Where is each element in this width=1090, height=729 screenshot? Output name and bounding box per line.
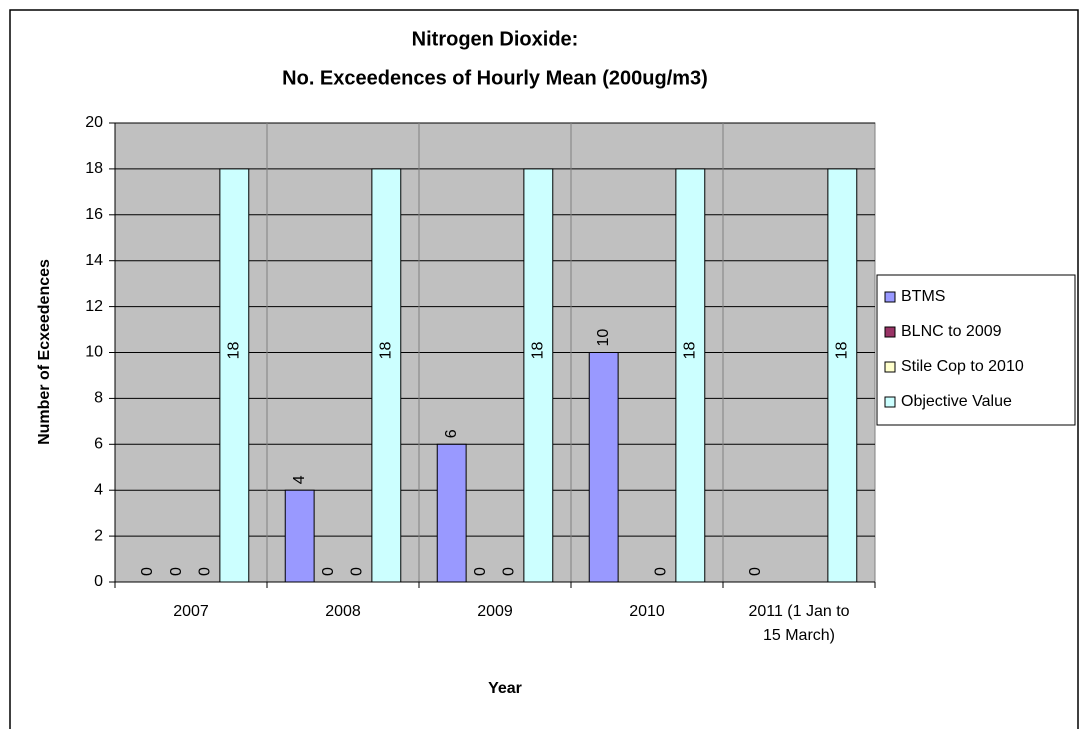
data-label: 0 <box>653 567 670 576</box>
data-label: 0 <box>139 567 156 576</box>
legend <box>876 274 1076 426</box>
legend-label: Objective Value <box>901 393 1012 410</box>
bar <box>219 168 250 583</box>
x-tick-label: 2008 <box>325 603 361 620</box>
x-axis-label: Year <box>488 680 522 697</box>
x-tick-label: 2010 <box>629 603 665 620</box>
data-label: 0 <box>747 567 764 576</box>
legend-swatch <box>884 396 896 408</box>
data-label: 4 <box>291 475 308 484</box>
y-tick-label: 16 <box>85 206 103 223</box>
x-tick-label: 2009 <box>477 603 513 620</box>
data-label: 18 <box>226 341 243 359</box>
y-tick-label: 20 <box>85 114 103 131</box>
data-label: 0 <box>168 567 185 576</box>
y-axis-label: Number of Ecxeedences <box>36 259 53 445</box>
data-label: 18 <box>530 341 547 359</box>
bar <box>284 489 315 583</box>
data-label: 0 <box>501 567 518 576</box>
legend-label: BTMS <box>901 288 945 305</box>
chart-title: No. Exceedences of Hourly Mean (200ug/m3… <box>282 67 708 89</box>
chart-title: Nitrogen Dioxide: <box>412 28 579 50</box>
bar <box>588 352 619 583</box>
data-label: 0 <box>349 567 366 576</box>
legend-label: Stile Cop to 2010 <box>901 358 1024 375</box>
y-tick-label: 14 <box>85 252 103 269</box>
bar <box>371 168 402 583</box>
data-label: 6 <box>443 429 460 438</box>
data-label: 10 <box>595 329 612 347</box>
y-tick-label: 8 <box>94 390 103 407</box>
bar <box>827 168 858 583</box>
y-tick-label: 10 <box>85 344 103 361</box>
y-tick-label: 4 <box>94 481 103 498</box>
y-tick-label: 0 <box>94 573 103 590</box>
data-label: 18 <box>378 341 395 359</box>
y-tick-label: 12 <box>85 298 103 315</box>
x-tick-label: 2011 (1 Jan to 15 March) <box>748 603 850 644</box>
bar <box>436 443 467 583</box>
data-label: 18 <box>682 341 699 359</box>
data-label: 0 <box>320 567 337 576</box>
data-label: 18 <box>834 341 851 359</box>
data-label: 0 <box>472 567 489 576</box>
y-tick-label: 2 <box>94 527 103 544</box>
x-tick-label: 2007 <box>173 603 209 620</box>
legend-swatch <box>884 291 896 303</box>
legend-label: BLNC to 2009 <box>901 323 1002 340</box>
bar <box>675 168 706 583</box>
y-tick-label: 6 <box>94 436 103 453</box>
data-label: 0 <box>197 567 214 576</box>
y-tick-label: 18 <box>85 160 103 177</box>
bar <box>523 168 554 583</box>
legend-swatch <box>884 326 896 338</box>
legend-swatch <box>884 361 896 373</box>
